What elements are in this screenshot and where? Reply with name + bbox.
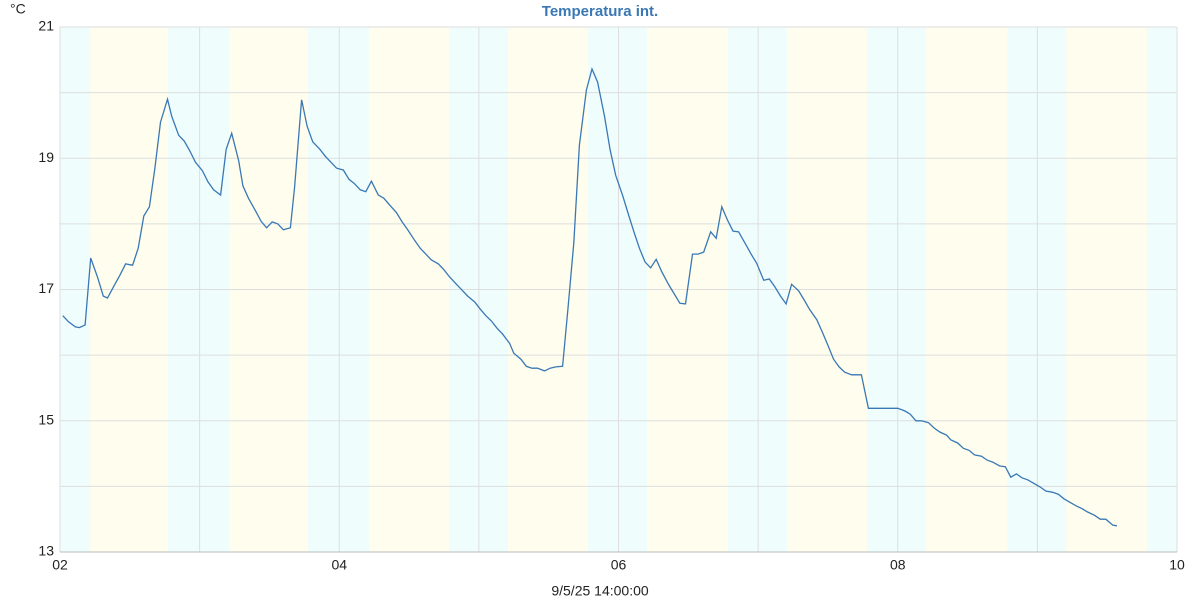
- y-tick-label: 15: [38, 411, 54, 427]
- x-tick-label: 10: [1169, 557, 1185, 573]
- y-tick-label: 13: [38, 543, 54, 559]
- x-tick-label: 08: [890, 557, 906, 573]
- y-axis-unit: °C: [10, 1, 26, 17]
- y-tick-label: 21: [38, 18, 54, 34]
- y-tick-label: 19: [38, 149, 54, 165]
- line: [62, 67, 1118, 527]
- x-tick-label: 06: [611, 557, 627, 573]
- y-tick-label: 17: [38, 280, 54, 296]
- x-axis-label: 9/5/25 14:00:00: [551, 583, 649, 599]
- x-tick-label: 02: [52, 557, 68, 573]
- chart-title: Temperatura int.: [542, 3, 658, 20]
- x-tick-label: 04: [331, 557, 347, 573]
